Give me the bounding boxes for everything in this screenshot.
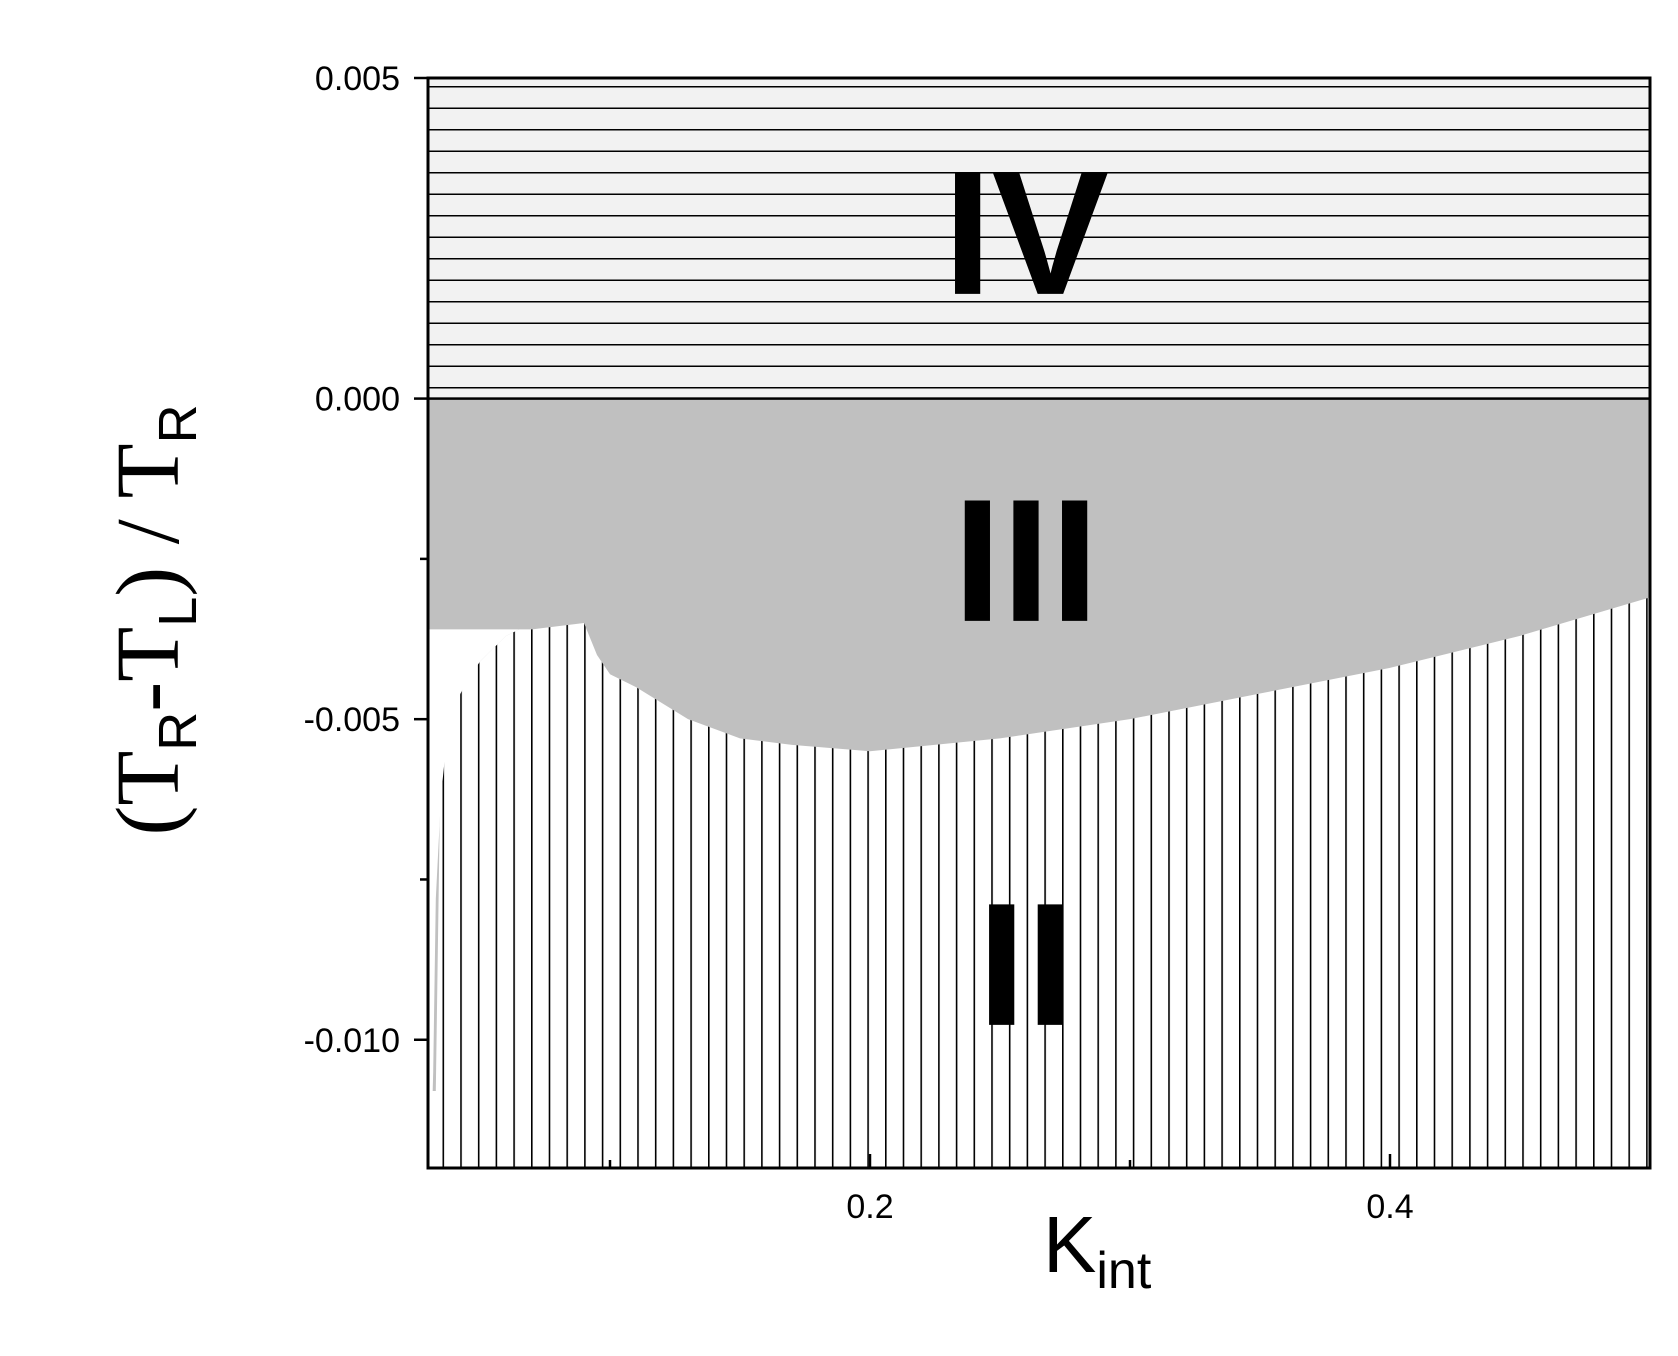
region-iv-area [428,78,1650,400]
region-label-iii: III [953,464,1099,659]
x-axis-label-sub: int [1096,1242,1151,1300]
x-axis-label: Kint [1043,1200,1152,1300]
y-axis-label-close: ) / T [99,443,198,596]
y-axis-label-sub2: L [148,597,208,627]
y-tick-label: -0.010 [304,1022,400,1060]
y-axis-label-sub3: R [148,404,208,443]
region-label-iv: IV [943,137,1108,332]
x-axis-label-main: K [1043,1200,1096,1289]
y-axis-label-open: (T [99,751,198,836]
left-white-edge [428,629,519,1168]
axis-ticks [414,76,1392,1168]
y-tick-label: -0.005 [304,701,400,739]
plot-frame [426,76,1652,1170]
y-axis-label-mid: -T [99,627,198,712]
y-axis-label-sub1: R [148,712,208,751]
y-axis-label: (TR-TL) / TR [99,404,208,835]
y-tick-label: 0.005 [315,60,400,98]
x-tick-label: 0.2 [846,1188,893,1226]
x-tick-label: 0.4 [1366,1188,1413,1226]
region-label-ii: II [977,868,1074,1063]
y-tick-label: 0.000 [315,381,400,419]
region-iii-area [428,398,1650,1092]
axis-tick-labels: 0.005 0.000 -0.005 -0.010 0.2 0.4 [304,60,1414,1226]
